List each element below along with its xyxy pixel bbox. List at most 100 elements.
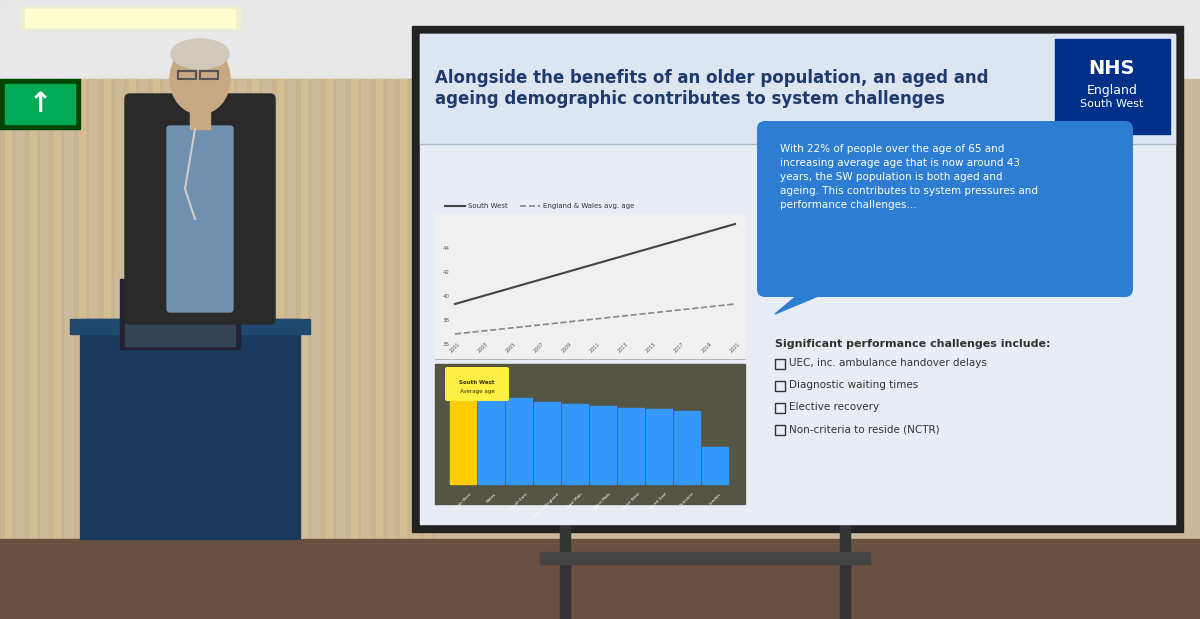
Bar <box>104 79 110 619</box>
Bar <box>247 79 262 619</box>
Bar <box>775 403 785 413</box>
Bar <box>371 79 384 619</box>
Text: Wales: Wales <box>485 492 497 503</box>
Bar <box>227 79 233 619</box>
Bar <box>271 79 286 619</box>
Text: East Mids: East Mids <box>566 492 583 509</box>
Bar <box>252 79 258 619</box>
Bar <box>25 79 38 619</box>
Bar <box>301 79 307 619</box>
Bar <box>49 79 64 619</box>
Bar <box>506 398 532 484</box>
Bar <box>560 524 570 619</box>
Bar <box>30 79 36 619</box>
Bar <box>173 79 187 619</box>
Bar <box>434 214 745 359</box>
Bar <box>0 79 430 619</box>
Text: South West: South West <box>468 203 508 209</box>
Text: 2015: 2015 <box>644 342 658 354</box>
Bar <box>395 79 409 619</box>
Bar <box>154 79 160 619</box>
Bar <box>80 319 300 539</box>
Bar <box>222 79 236 619</box>
Ellipse shape <box>172 39 229 69</box>
Bar <box>0 0 1200 79</box>
Text: North West: North West <box>622 492 641 511</box>
Bar <box>0 79 14 619</box>
Bar <box>674 410 700 484</box>
Text: South West: South West <box>1080 99 1144 109</box>
Bar <box>450 379 476 484</box>
Text: 42: 42 <box>443 269 450 274</box>
Bar <box>120 279 240 349</box>
FancyBboxPatch shape <box>757 121 1133 297</box>
Text: South West: South West <box>460 379 494 384</box>
Text: England & Wales avg. age: England & Wales avg. age <box>542 203 635 209</box>
Bar <box>350 79 356 619</box>
Bar <box>346 79 360 619</box>
Bar <box>322 79 335 619</box>
Bar <box>190 99 210 129</box>
Bar <box>775 359 785 369</box>
Bar <box>79 79 85 619</box>
Bar <box>178 71 196 79</box>
Text: 2017: 2017 <box>673 342 685 354</box>
Bar <box>775 381 785 391</box>
Text: 2007: 2007 <box>533 342 545 354</box>
Bar <box>420 34 1175 144</box>
Bar <box>534 402 560 484</box>
Bar <box>5 79 11 619</box>
Text: 35: 35 <box>443 342 450 347</box>
Polygon shape <box>775 289 835 314</box>
Text: ↑: ↑ <box>29 90 52 118</box>
Bar <box>54 79 60 619</box>
Text: 44: 44 <box>443 246 450 251</box>
Bar <box>376 79 382 619</box>
Text: 2001: 2001 <box>449 342 461 354</box>
Bar <box>98 79 113 619</box>
Bar <box>618 407 644 484</box>
Bar <box>401 79 407 619</box>
Text: Diagnostic waiting times: Diagnostic waiting times <box>790 380 918 390</box>
Text: South East: South East <box>510 492 528 511</box>
Text: 40: 40 <box>443 293 450 298</box>
Text: 2013: 2013 <box>617 342 629 354</box>
Text: Significant performance challenges include:: Significant performance challenges inclu… <box>775 339 1050 349</box>
Bar <box>198 79 211 619</box>
Text: East of England: East of England <box>534 492 559 517</box>
Text: 2021: 2021 <box>728 342 742 354</box>
Text: 2005: 2005 <box>505 342 517 354</box>
Bar <box>775 425 785 435</box>
Text: NHS: NHS <box>1088 59 1135 78</box>
Bar <box>200 71 218 79</box>
Bar <box>702 448 728 484</box>
Bar <box>326 79 332 619</box>
FancyBboxPatch shape <box>167 126 233 312</box>
Bar <box>425 79 431 619</box>
Bar <box>646 409 672 484</box>
Text: UEC, inc. ambulance handover delays: UEC, inc. ambulance handover delays <box>790 358 986 368</box>
Text: South West: South West <box>454 492 473 511</box>
Bar <box>296 79 311 619</box>
Text: 2011: 2011 <box>589 342 601 354</box>
Text: 2003: 2003 <box>476 342 490 354</box>
Bar <box>540 552 870 564</box>
Bar <box>412 26 1183 532</box>
Bar <box>434 364 745 504</box>
Text: Alongside the benefits of an older population, an aged and
ageing demographic co: Alongside the benefits of an older popul… <box>434 69 989 108</box>
Bar <box>1055 39 1170 134</box>
Text: Non-criteria to reside (NCTR): Non-criteria to reside (NCTR) <box>790 424 940 434</box>
Text: England: England <box>1086 84 1138 97</box>
Text: 2019: 2019 <box>701 342 713 354</box>
Text: West Mids: West Mids <box>594 492 612 509</box>
Text: 2009: 2009 <box>560 342 574 354</box>
FancyBboxPatch shape <box>125 94 275 324</box>
Bar <box>125 282 235 346</box>
Bar <box>0 79 80 129</box>
Bar <box>74 79 88 619</box>
Bar <box>0 539 1200 619</box>
Bar <box>203 79 209 619</box>
Text: 38: 38 <box>443 318 450 322</box>
Bar <box>128 79 134 619</box>
Text: Yorkshire: Yorkshire <box>679 492 695 508</box>
